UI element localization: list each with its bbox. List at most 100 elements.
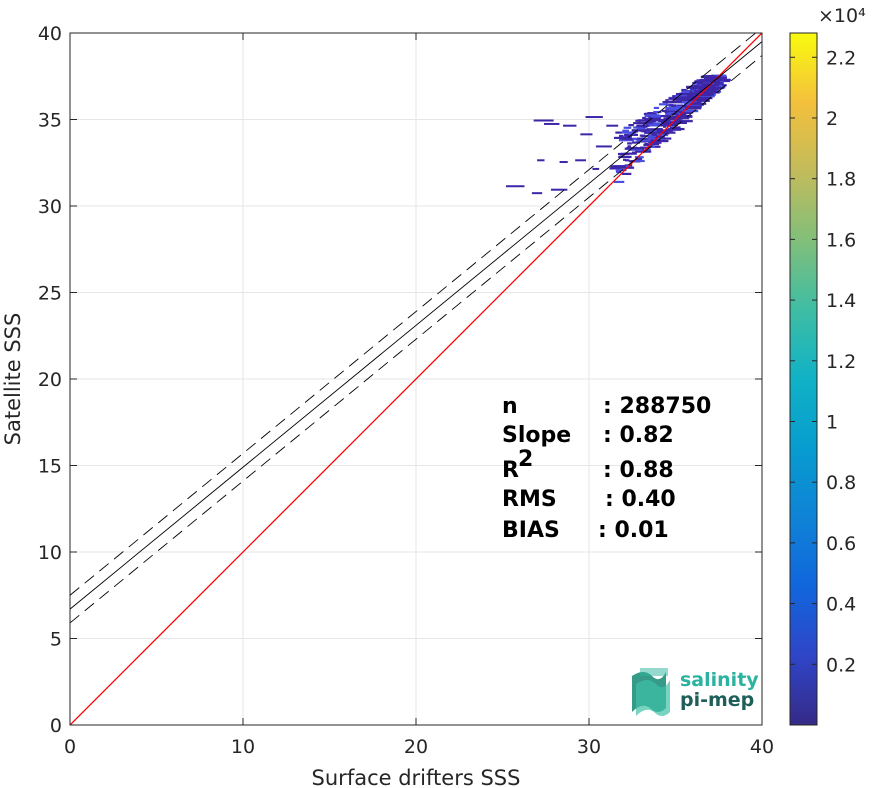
density-cell <box>635 119 641 122</box>
density-cell <box>632 138 638 141</box>
density-cell <box>674 119 683 122</box>
density-cell <box>628 132 635 135</box>
density-cell <box>531 192 543 195</box>
density-cell <box>681 88 687 92</box>
logo-line1: salinity <box>680 669 759 691</box>
stat-key-r: R <box>502 458 519 483</box>
colorbar-tick-label: 1.4 <box>826 290 856 312</box>
density-cell <box>559 161 568 164</box>
density-cell <box>667 118 671 121</box>
density-cell <box>615 131 622 134</box>
density-cell <box>636 124 648 128</box>
density-cell <box>592 167 600 170</box>
density-cell <box>651 133 658 136</box>
density-cell <box>627 156 631 159</box>
density-cell <box>640 146 649 149</box>
density-cell <box>631 141 641 144</box>
density-cell <box>662 122 675 125</box>
density-cell <box>664 110 668 114</box>
density-cell <box>647 137 663 140</box>
density-cell <box>618 139 634 142</box>
density-cell <box>658 103 668 106</box>
density-cell <box>632 137 644 140</box>
y-tick-label: 15 <box>38 456 62 478</box>
density-cell <box>638 129 651 132</box>
density-cell <box>653 110 662 114</box>
x-axis-label: Surface drifters SSS <box>312 766 521 788</box>
density-cell <box>699 90 716 93</box>
density-cell <box>649 145 655 148</box>
density-cell <box>675 94 688 97</box>
density-cell <box>645 148 651 151</box>
x-tick-label: 10 <box>231 736 255 758</box>
stats-block: n: 288750 Slope: 0.82 R 2: 0.88 RMS: 0.40 BIA… <box>502 394 711 543</box>
density-cell <box>681 96 698 100</box>
density-cell <box>676 92 689 96</box>
density-cell <box>645 134 657 137</box>
density-cell <box>695 93 708 97</box>
y-axis-label: Satellite SSS <box>1 313 25 446</box>
density-cell <box>705 80 711 83</box>
colorbar-gradient <box>789 32 818 726</box>
colorbar-tick-label: 0.8 <box>826 472 856 494</box>
density-cell <box>644 131 654 134</box>
density-cell <box>670 110 680 113</box>
density-cell <box>668 108 683 111</box>
y-tick-label: 0 <box>50 715 62 737</box>
stat-key-bias: BIAS <box>502 518 560 543</box>
density-cell <box>580 133 593 136</box>
density-cell <box>618 166 635 169</box>
density-cell <box>686 106 695 109</box>
density-cell <box>624 152 637 155</box>
density-cell <box>622 135 627 138</box>
density-cell <box>660 115 671 118</box>
colorbar-tick-label: 2.2 <box>826 47 856 69</box>
density-cell <box>641 135 650 138</box>
density-cell <box>699 79 709 82</box>
colorbar-tick-label: 1.2 <box>826 351 856 373</box>
density-cell <box>654 128 663 131</box>
density-cell <box>664 100 680 104</box>
density-cell <box>694 80 706 83</box>
density-cell <box>705 75 717 78</box>
density-cell <box>647 122 655 126</box>
stat-value-rms: : 0.40 <box>605 487 676 512</box>
density-cell <box>705 77 713 80</box>
density-cell <box>615 168 627 172</box>
density-cell <box>533 119 554 122</box>
density-cell <box>624 159 630 162</box>
density-cell <box>701 83 710 86</box>
density-cell <box>627 142 632 145</box>
density-cell <box>618 155 632 159</box>
density-cell <box>633 122 649 125</box>
density-cell <box>671 113 678 116</box>
identity-line <box>70 33 762 725</box>
density-cell <box>635 158 643 161</box>
colorbar-tick-label: 0.2 <box>826 654 856 676</box>
density-cell <box>683 95 700 98</box>
density-cell <box>708 79 716 83</box>
density-cell <box>679 96 688 99</box>
density-cell <box>663 125 667 128</box>
stat-value-n: : 288750 <box>603 394 711 419</box>
density-cell <box>682 99 700 102</box>
upper-bound-line <box>70 33 757 596</box>
salinity-pi-mep-logo: salinity pi-mep <box>632 668 759 716</box>
density-cell <box>681 90 690 93</box>
density-cell <box>672 98 689 101</box>
density-cell <box>647 112 657 115</box>
density-cell <box>697 82 702 85</box>
density-cell <box>694 95 699 98</box>
stat-key-n: n <box>502 394 518 419</box>
y-axis: 0 5 10 15 20 25 30 35 40 <box>38 23 762 737</box>
density-cell <box>563 124 577 127</box>
density-cell <box>609 167 621 170</box>
y-tick-label: 35 <box>38 110 62 132</box>
stat-key-slope: Slope <box>502 423 571 448</box>
density-cell <box>652 122 661 125</box>
density-cell <box>681 94 698 97</box>
density-cell <box>679 117 690 120</box>
density-cell <box>646 129 657 132</box>
y-tick-label: 5 <box>50 629 62 651</box>
